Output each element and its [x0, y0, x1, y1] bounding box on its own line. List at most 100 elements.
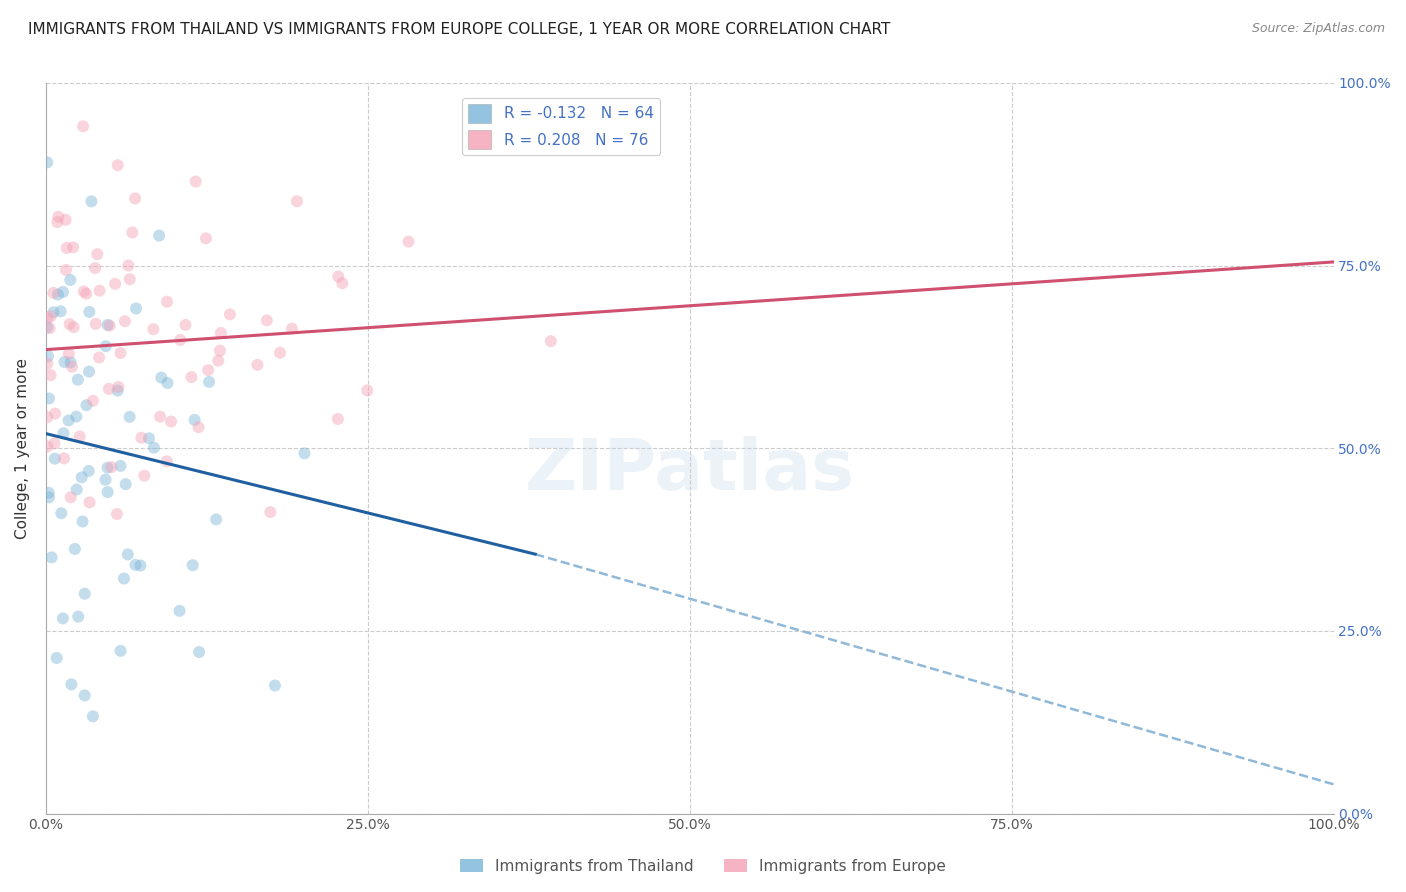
Point [59, 317, 82, 331]
Point [66, 483, 89, 497]
Point [181, 558, 204, 573]
Point [65, 409, 87, 424]
Point [94, 339, 117, 353]
Point [174, 318, 197, 332]
Point [87, 351, 110, 365]
Point [44, 451, 66, 466]
Point [52, 611, 75, 625]
Point [97, 485, 120, 500]
Point [89, 284, 111, 298]
Point [129, 558, 152, 573]
Point [330, 277, 353, 291]
Point [124, 191, 146, 205]
Point [59, 490, 82, 504]
Point [62, 240, 84, 254]
Point [63, 541, 86, 556]
Point [38, 392, 60, 406]
Point [62, 320, 84, 334]
Legend: Immigrants from Thailand, Immigrants from Europe: Immigrants from Thailand, Immigrants fro… [454, 853, 952, 880]
Point [52, 285, 75, 299]
Point [59, 273, 82, 287]
Point [37, 410, 59, 425]
Point [156, 454, 179, 468]
Point [328, 269, 350, 284]
Point [42, 305, 65, 319]
Point [148, 228, 170, 243]
Point [104, 277, 127, 291]
Point [94, 473, 117, 487]
Point [184, 175, 207, 189]
Point [82, 709, 104, 723]
Point [114, 314, 136, 328]
Point [256, 313, 278, 327]
Point [37, 155, 59, 169]
Point [42, 285, 65, 300]
Point [58, 413, 80, 427]
Point [38, 485, 60, 500]
Point [82, 393, 104, 408]
Point [121, 226, 143, 240]
Point [398, 235, 420, 249]
Point [107, 380, 129, 394]
Point [143, 441, 166, 455]
Point [110, 346, 132, 360]
Point [294, 446, 316, 460]
Point [39, 368, 62, 383]
Point [197, 363, 219, 377]
Point [73, 285, 96, 299]
Point [150, 370, 173, 384]
Point [356, 384, 378, 398]
Point [142, 322, 165, 336]
Point [107, 158, 129, 172]
Text: ZIPatlas: ZIPatlas [524, 435, 855, 505]
Point [75, 286, 97, 301]
Point [37, 320, 59, 334]
Point [117, 259, 139, 273]
Point [97, 318, 120, 332]
Point [110, 644, 132, 658]
Point [131, 431, 153, 445]
Point [77, 464, 100, 478]
Point [259, 505, 281, 519]
Point [37, 311, 59, 326]
Point [53, 355, 76, 369]
Point [264, 679, 287, 693]
Point [169, 333, 191, 347]
Point [41, 550, 63, 565]
Point [187, 420, 209, 434]
Point [44, 436, 66, 450]
Point [209, 326, 232, 340]
Point [69, 429, 91, 443]
Point [84, 261, 107, 276]
Point [97, 382, 120, 396]
Point [98, 318, 121, 333]
Point [112, 572, 135, 586]
Point [52, 426, 75, 441]
Point [219, 307, 242, 321]
Point [51, 506, 73, 520]
Point [125, 301, 148, 316]
Text: IMMIGRANTS FROM THAILAND VS IMMIGRANTS FROM EUROPE COLLEGE, 1 YEAR OR MORE CORRE: IMMIGRANTS FROM THAILAND VS IMMIGRANTS F… [28, 22, 890, 37]
Point [55, 263, 77, 277]
Legend: R = -0.132   N = 64, R = 0.208   N = 76: R = -0.132 N = 64, R = 0.208 N = 76 [463, 98, 659, 155]
Point [38, 321, 60, 335]
Point [124, 558, 146, 572]
Point [117, 548, 139, 562]
Point [73, 587, 96, 601]
Point [160, 415, 183, 429]
Point [60, 359, 83, 374]
Point [269, 345, 291, 359]
Point [169, 604, 191, 618]
Point [52, 451, 75, 466]
Point [114, 477, 136, 491]
Point [45, 651, 67, 665]
Point [207, 353, 229, 368]
Point [134, 468, 156, 483]
Point [49, 304, 72, 318]
Point [246, 358, 269, 372]
Point [281, 321, 304, 335]
Point [79, 495, 101, 509]
Point [44, 407, 66, 421]
Point [73, 689, 96, 703]
Point [97, 460, 120, 475]
